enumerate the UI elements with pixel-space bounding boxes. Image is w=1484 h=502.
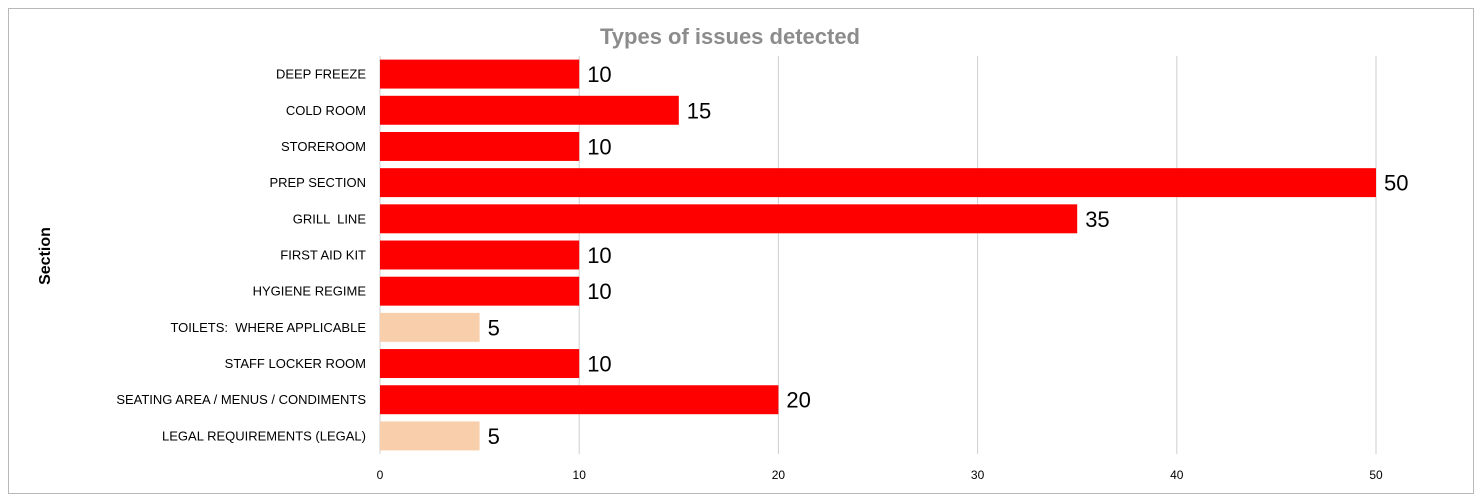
y-axis-label: Section [37,227,54,285]
x-tick-label: 10 [573,468,587,482]
category-label: FIRST AID KIT [280,248,366,263]
bar [380,421,480,451]
bar [380,312,480,342]
data-label: 5 [488,315,500,340]
data-label: 50 [1384,171,1408,196]
category-label: DEEP FREEZE [276,67,366,82]
category-label: STOREROOM [281,139,366,154]
category-label: SEATING AREA / MENUS / CONDIMENTS [116,392,366,407]
category-label: TOILETS: WHERE APPLICABLE [170,320,366,335]
x-tick-label: 50 [1369,468,1383,482]
data-label: 5 [488,424,500,449]
data-label: 15 [687,98,711,123]
x-tick-label: 0 [377,468,384,482]
category-label: GRILL LINE [293,211,367,226]
bar [380,385,779,415]
data-label: 10 [587,62,611,87]
category-label: HYGIENE REGIME [253,284,367,299]
chart-title: Types of issues detected [600,24,860,49]
data-label: 10 [587,279,611,304]
data-labels: 10 15 10 50 35 10 10 5 10 20 5 [488,62,1409,449]
data-label: 10 [587,243,611,268]
bar [380,204,1078,234]
bar [380,95,679,125]
bar [380,131,580,161]
category-label: COLD ROOM [286,103,366,118]
bar [380,168,1376,198]
x-tick-label: 30 [971,468,985,482]
category-labels: DEEP FREEZE COLD ROOM STOREROOM PREP SECTIO… [116,67,366,444]
x-tick-label: 40 [1170,468,1184,482]
data-label: 10 [587,352,611,377]
category-label: PREP SECTION [269,175,366,190]
bars [380,59,1376,451]
x-tick-label: 20 [772,468,786,482]
bar [380,276,580,306]
category-label: LEGAL REQUIREMENTS (LEGAL) [162,428,366,443]
bar [380,349,580,379]
category-label: STAFF LOCKER ROOM [225,356,366,371]
bar [380,240,580,270]
data-label: 35 [1085,207,1109,232]
data-label: 10 [587,134,611,159]
data-label: 20 [786,388,810,413]
x-tick-labels: 0 10 20 30 40 50 [377,468,1383,482]
bar [380,59,580,89]
